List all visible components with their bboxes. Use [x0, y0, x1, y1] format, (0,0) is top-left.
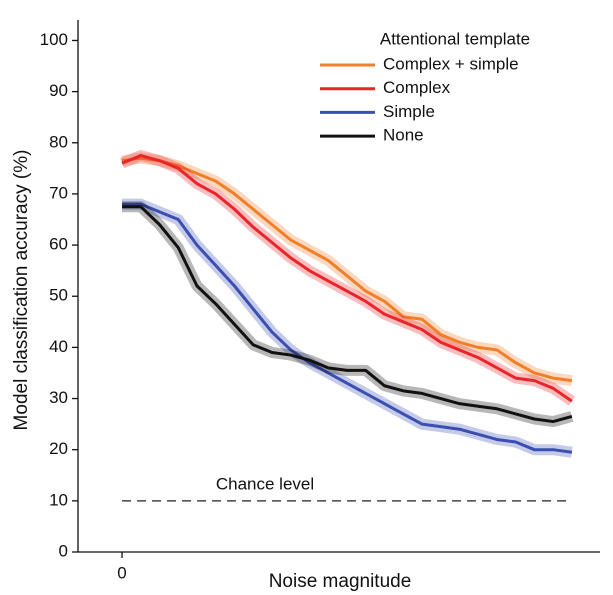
y-axis-label: Model classification accuracy (%)	[11, 150, 32, 431]
line	[122, 202, 573, 454]
line	[121, 156, 573, 383]
y-tick-label: 70	[49, 183, 68, 202]
legend-title: Attentional template	[380, 29, 530, 48]
line	[122, 205, 573, 424]
y-tick-label: 40	[49, 337, 68, 356]
y-tick-label: 50	[49, 286, 68, 305]
y-tick-label: 30	[49, 388, 68, 407]
x-tick-label: 0	[117, 563, 126, 582]
legend-label: Simple	[383, 102, 435, 121]
line	[121, 154, 573, 403]
y-tick-label: 0	[59, 541, 68, 560]
y-tick-label: 60	[49, 235, 68, 254]
legend-label: Complex + simple	[383, 54, 519, 73]
y-tick-label: 10	[49, 490, 68, 509]
legend-label: None	[383, 126, 424, 145]
y-tick-label: 20	[49, 439, 68, 458]
x-axis-label: Noise magnitude	[269, 571, 412, 592]
legend-label: Complex	[383, 78, 451, 97]
chance-label: Chance level	[216, 474, 314, 493]
y-tick-label: 80	[49, 132, 68, 151]
y-tick-label: 100	[40, 30, 68, 49]
y-tick-label: 90	[49, 81, 68, 100]
